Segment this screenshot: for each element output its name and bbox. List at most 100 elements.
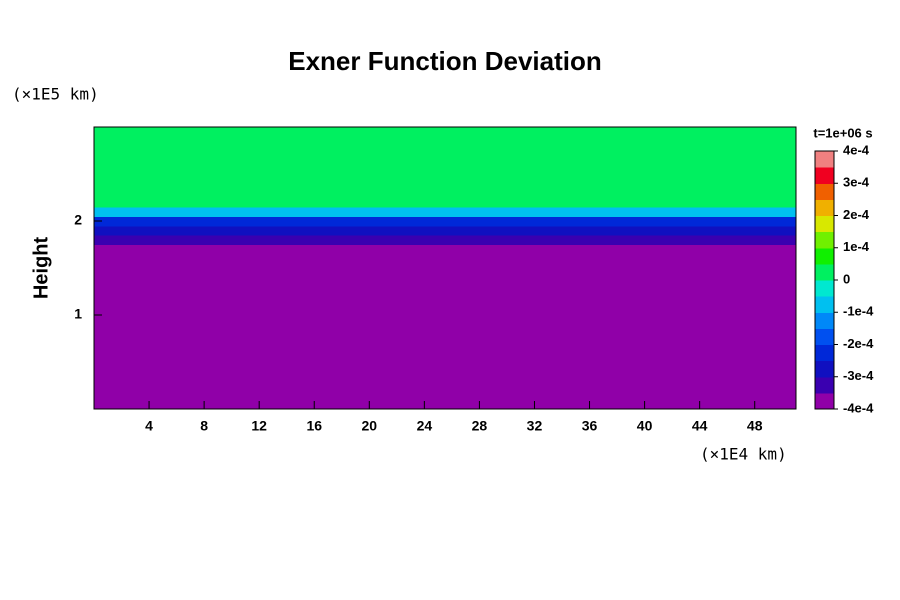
heatmap-cell: [734, 253, 776, 264]
heatmap-cell: [114, 362, 157, 410]
heatmap-cell: [527, 277, 570, 297]
heatmap-cell: [155, 362, 198, 410]
heatmap-cell: [238, 157, 281, 189]
colorbar-tick-label: 4e-4: [843, 142, 870, 157]
heatmap-cell: [238, 188, 281, 208]
heatmap-cell: [155, 296, 198, 323]
colorbar-band: [815, 328, 834, 345]
heatmap-cell: [445, 235, 487, 246]
heatmap-cell: [775, 244, 797, 255]
heatmap-cell: [362, 188, 405, 208]
heatmap-cell: [114, 277, 157, 297]
heatmap-cell: [114, 244, 157, 255]
x-tick-label: 40: [637, 418, 653, 434]
heatmap-cell: [651, 277, 694, 297]
heatmap-cell: [155, 157, 198, 189]
heatmap-cell: [486, 296, 529, 323]
heatmap-cell: [486, 157, 529, 189]
heatmap-cell: [568, 157, 611, 189]
heatmap-cell: [279, 235, 322, 246]
heatmap-cell: [238, 225, 281, 236]
heatmap-cell: [445, 362, 487, 410]
colorbar-tick-label: 1e-4: [843, 239, 870, 254]
heatmap-cell: [527, 244, 570, 255]
heatmap-cell: [238, 263, 281, 278]
heatmap-cell: [527, 225, 570, 236]
heatmap-cell: [610, 296, 653, 323]
heatmap-cell: [651, 362, 694, 410]
heatmap-cell: [734, 322, 776, 363]
heatmap-cell: [279, 127, 322, 159]
heatmap-cell: [775, 206, 797, 217]
heatmap-cell: [362, 253, 405, 264]
colorbar-title: t=1e+06 s: [813, 125, 872, 140]
heatmap-cell: [568, 244, 611, 255]
heatmap-cell: [651, 157, 694, 189]
colorbar-tick-label: 0: [843, 271, 850, 286]
colorbar-band: [815, 296, 834, 313]
heatmap-cell: [403, 188, 446, 208]
heatmap-cell: [238, 206, 281, 217]
heatmap-cell: [486, 244, 529, 255]
heatmap-cell: [362, 157, 405, 189]
heatmap-cell: [486, 235, 529, 246]
heatmap-cell: [94, 127, 116, 159]
heatmap-cell: [155, 225, 198, 236]
heatmap-cell: [568, 253, 611, 264]
heatmap-cell: [445, 322, 487, 363]
heatmap-cell: [610, 362, 653, 410]
heatmap-cell: [114, 253, 157, 264]
heatmap-cell: [279, 188, 322, 208]
y-tick-label: 1: [74, 306, 82, 322]
heatmap-cell: [692, 235, 735, 246]
heatmap-cell: [734, 296, 776, 323]
heatmap-cell: [321, 362, 364, 410]
heatmap-cell: [610, 277, 653, 297]
heatmap-cell: [734, 216, 776, 227]
heatmap-cell: [651, 296, 694, 323]
x-tick-label: 48: [747, 418, 763, 434]
heatmap-cell: [403, 263, 446, 278]
heatmap-cell: [362, 235, 405, 246]
heatmap-cell: [279, 157, 322, 189]
heatmap-cell: [568, 216, 611, 227]
heatmap-cell: [527, 216, 570, 227]
chart-title: Exner Function Deviation: [288, 46, 602, 76]
heatmap-cell: [445, 263, 487, 278]
heatmap-cell: [321, 216, 364, 227]
colorbar-tick-label: 3e-4: [843, 175, 870, 190]
heatmap-cell: [445, 253, 487, 264]
heatmap-cell: [155, 216, 198, 227]
heatmap-cell: [445, 244, 487, 255]
heatmap-cell: [692, 296, 735, 323]
heatmap-cell: [94, 225, 116, 236]
heatmap-cell: [362, 206, 405, 217]
heatmap-cell: [610, 127, 653, 159]
y-tick-label: 2: [74, 212, 82, 228]
heatmap-cell: [279, 362, 322, 410]
heatmap-cell: [94, 253, 116, 264]
heatmap-cell: [527, 253, 570, 264]
heatmap-cell: [568, 277, 611, 297]
heatmap-cell: [155, 127, 198, 159]
x-tick-label: 36: [582, 418, 598, 434]
x-unit: (×1E4 km): [700, 445, 787, 464]
heatmap-cell: [445, 188, 487, 208]
heatmap-cell: [568, 296, 611, 323]
heatmap-cell: [114, 157, 157, 189]
heatmap-cell: [362, 296, 405, 323]
heatmap-cell: [321, 206, 364, 217]
heatmap-cell: [486, 322, 529, 363]
heatmap-cell: [692, 127, 735, 159]
colorbar-band: [815, 360, 834, 378]
heatmap-cell: [527, 206, 570, 217]
heatmap-cell: [321, 235, 364, 246]
heatmap-cell: [445, 127, 487, 159]
heatmap-cell: [362, 244, 405, 255]
x-tick-label: 32: [527, 418, 543, 434]
heatmap-cell: [321, 157, 364, 189]
heatmap-cell: [734, 225, 776, 236]
heatmap-cell: [445, 225, 487, 236]
heatmap-cell: [692, 216, 735, 227]
heatmap-cell: [692, 157, 735, 189]
